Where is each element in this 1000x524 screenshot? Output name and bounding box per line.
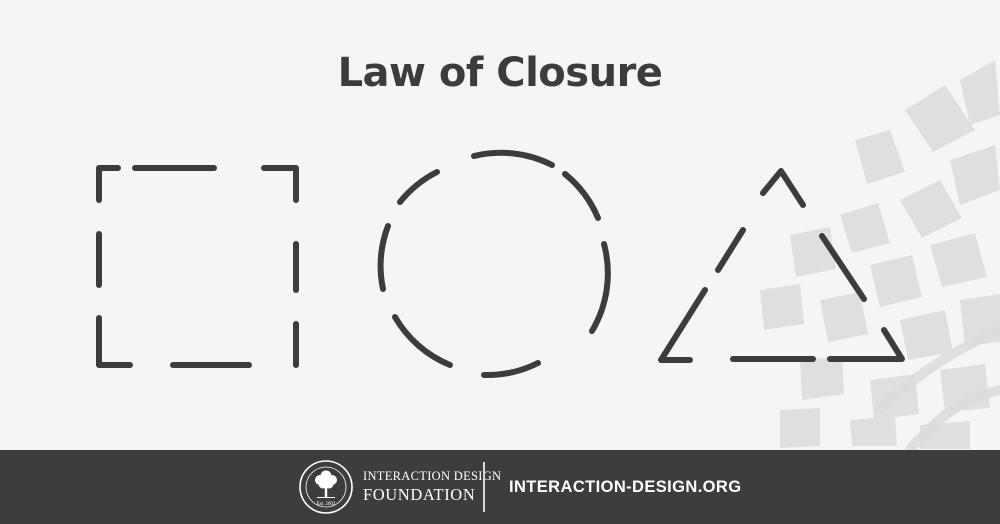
dashed-triangle: [658, 168, 905, 363]
website-link[interactable]: INTERACTION-DESIGN.ORG: [509, 478, 742, 496]
closure-shapes: [96, 149, 905, 379]
dashed-circle: [377, 149, 611, 379]
page-title: Law of Closure: [337, 50, 663, 96]
footer-divider: [483, 462, 485, 512]
seal-text: Est. 2002: [317, 502, 336, 507]
org-line-1: INTERACTION DESIGN: [363, 469, 502, 483]
tree-seal-icon: Est. 2002: [299, 460, 353, 514]
tree-decoration-icon: [760, 60, 1000, 450]
org-line-2: FOUNDATION: [363, 484, 476, 504]
dashed-square: [96, 165, 299, 368]
footer-bar: Est. 2002 INTERACTION DESIGN FOUNDATION …: [0, 450, 1000, 524]
foundation-name[interactable]: INTERACTION DESIGN FOUNDATION: [363, 470, 501, 503]
diagram-canvas: Law of Closure: [96, 50, 1000, 450]
